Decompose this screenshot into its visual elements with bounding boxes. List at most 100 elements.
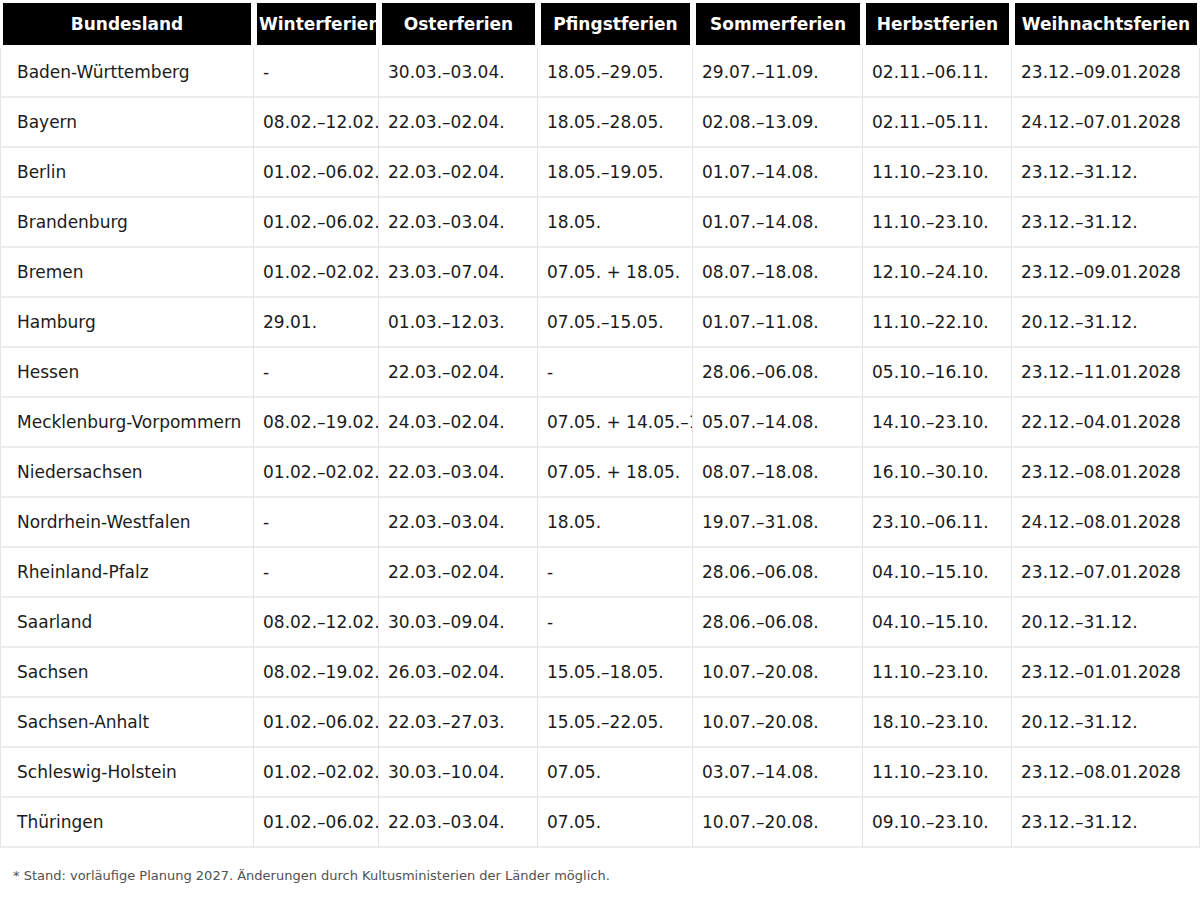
cell-weihnachtsferien: 23.12.–31.12.	[1012, 148, 1200, 198]
table-row: Sachsen-Anhalt 01.02.–06.02. 22.03.–27.0…	[0, 698, 1200, 748]
cell-bundesland: Hessen	[0, 348, 254, 398]
cell-winterferien: -	[254, 548, 379, 598]
cell-bundesland: Hamburg	[0, 298, 254, 348]
table-row: Hamburg 29.01. 01.03.–12.03. 07.05.–15.0…	[0, 298, 1200, 348]
cell-sommerferien: 03.07.–14.08.	[693, 748, 863, 798]
cell-herbstferien: 02.11.–05.11.	[863, 98, 1012, 148]
table-row: Baden-Württemberg - 30.03.–03.04. 18.05.…	[0, 48, 1200, 98]
cell-pfingstferien: 18.05.	[538, 498, 693, 548]
cell-osterferien: 22.03.–02.04.	[379, 148, 538, 198]
cell-weihnachtsferien: 23.12.–08.01.2028	[1012, 448, 1200, 498]
table-row: Thüringen 01.02.–06.02. 22.03.–03.04. 07…	[0, 798, 1200, 848]
cell-sommerferien: 08.07.–18.08.	[693, 248, 863, 298]
cell-sommerferien: 29.07.–11.09.	[693, 48, 863, 98]
cell-winterferien: 29.01.	[254, 298, 379, 348]
cell-winterferien: 01.02.–02.02.	[254, 248, 379, 298]
cell-sommerferien: 01.07.–11.08.	[693, 298, 863, 348]
cell-herbstferien: 11.10.–22.10.	[863, 298, 1012, 348]
cell-bundesland: Sachsen	[0, 648, 254, 698]
cell-bundesland: Sachsen-Anhalt	[0, 698, 254, 748]
cell-winterferien: 08.02.–19.02.	[254, 648, 379, 698]
cell-osterferien: 24.03.–02.04.	[379, 398, 538, 448]
cell-pfingstferien: 15.05.–22.05.	[538, 698, 693, 748]
table-row: Nordrhein-Westfalen - 22.03.–03.04. 18.0…	[0, 498, 1200, 548]
cell-bundesland: Saarland	[0, 598, 254, 648]
table-row: Sachsen 08.02.–19.02. 26.03.–02.04. 15.0…	[0, 648, 1200, 698]
cell-bundesland: Bayern	[0, 98, 254, 148]
cell-winterferien: -	[254, 498, 379, 548]
cell-winterferien: 01.02.–06.02.	[254, 698, 379, 748]
cell-sommerferien: 10.07.–20.08.	[693, 648, 863, 698]
cell-herbstferien: 02.11.–06.11.	[863, 48, 1012, 98]
cell-herbstferien: 12.10.–24.10.	[863, 248, 1012, 298]
table-row: Hessen - 22.03.–02.04. - 28.06.–06.08. 0…	[0, 348, 1200, 398]
cell-weihnachtsferien: 20.12.–31.12.	[1012, 298, 1200, 348]
cell-winterferien: 01.02.–06.02.	[254, 148, 379, 198]
table-row: Niedersachsen 01.02.–02.02. 22.03.–03.04…	[0, 448, 1200, 498]
cell-bundesland: Bremen	[0, 248, 254, 298]
col-header-osterferien: Osterferien	[379, 0, 538, 48]
footnote: * Stand: vorläufige Planung 2027. Änderu…	[13, 868, 1200, 883]
cell-herbstferien: 04.10.–15.10.	[863, 598, 1012, 648]
cell-pfingstferien: 07.05.	[538, 798, 693, 848]
cell-herbstferien: 11.10.–23.10.	[863, 748, 1012, 798]
cell-osterferien: 30.03.–10.04.	[379, 748, 538, 798]
cell-sommerferien: 28.06.–06.08.	[693, 598, 863, 648]
cell-pfingstferien: 18.05.–19.05.	[538, 148, 693, 198]
cell-bundesland: Thüringen	[0, 798, 254, 848]
table-row: Berlin 01.02.–06.02. 22.03.–02.04. 18.05…	[0, 148, 1200, 198]
cell-herbstferien: 09.10.–23.10.	[863, 798, 1012, 848]
col-header-herbstferien: Herbstferien	[863, 0, 1012, 48]
cell-weihnachtsferien: 23.12.–11.01.2028	[1012, 348, 1200, 398]
cell-weihnachtsferien: 23.12.–08.01.2028	[1012, 748, 1200, 798]
cell-weihnachtsferien: 23.12.–07.01.2028	[1012, 548, 1200, 598]
cell-osterferien: 23.03.–07.04.	[379, 248, 538, 298]
cell-osterferien: 22.03.–03.04.	[379, 198, 538, 248]
cell-weihnachtsferien: 22.12.–04.01.2028	[1012, 398, 1200, 448]
cell-weihnachtsferien: 20.12.–31.12.	[1012, 598, 1200, 648]
cell-winterferien: 01.02.–06.02.	[254, 198, 379, 248]
cell-bundesland: Berlin	[0, 148, 254, 198]
col-header-winterferien: Winterferien	[254, 0, 379, 48]
cell-osterferien: 22.03.–03.04.	[379, 448, 538, 498]
cell-weihnachtsferien: 24.12.–08.01.2028	[1012, 498, 1200, 548]
cell-winterferien: 01.02.–02.02.	[254, 448, 379, 498]
cell-winterferien: 08.02.–12.02.	[254, 598, 379, 648]
cell-osterferien: 22.03.–02.04.	[379, 348, 538, 398]
cell-sommerferien: 19.07.–31.08.	[693, 498, 863, 548]
cell-sommerferien: 28.06.–06.08.	[693, 548, 863, 598]
cell-herbstferien: 11.10.–23.10.	[863, 648, 1012, 698]
cell-pfingstferien: 18.05.–28.05.	[538, 98, 693, 148]
cell-winterferien: -	[254, 48, 379, 98]
table-row: Bayern 08.02.–12.02. 22.03.–02.04. 18.05…	[0, 98, 1200, 148]
cell-osterferien: 30.03.–03.04.	[379, 48, 538, 98]
table-row: Brandenburg 01.02.–06.02. 22.03.–03.04. …	[0, 198, 1200, 248]
cell-weihnachtsferien: 23.12.–09.01.2028	[1012, 248, 1200, 298]
cell-pfingstferien: 07.05. + 14.05.–1	[538, 398, 693, 448]
cell-bundesland: Baden-Württemberg	[0, 48, 254, 98]
cell-pfingstferien: 07.05. + 18.05.	[538, 448, 693, 498]
cell-winterferien: 08.02.–19.02.	[254, 398, 379, 448]
cell-herbstferien: 14.10.–23.10.	[863, 398, 1012, 448]
cell-osterferien: 22.03.–03.04.	[379, 498, 538, 548]
table-row: Bremen 01.02.–02.02. 23.03.–07.04. 07.05…	[0, 248, 1200, 298]
cell-winterferien: -	[254, 348, 379, 398]
cell-pfingstferien: -	[538, 598, 693, 648]
cell-weihnachtsferien: 23.12.–01.01.2028	[1012, 648, 1200, 698]
cell-pfingstferien: 07.05. + 18.05.	[538, 248, 693, 298]
cell-bundesland: Mecklenburg-Vorpommern	[0, 398, 254, 448]
cell-weihnachtsferien: 20.12.–31.12.	[1012, 698, 1200, 748]
cell-herbstferien: 18.10.–23.10.	[863, 698, 1012, 748]
cell-sommerferien: 28.06.–06.08.	[693, 348, 863, 398]
cell-pfingstferien: 18.05.	[538, 198, 693, 248]
cell-pfingstferien: 18.05.–29.05.	[538, 48, 693, 98]
table-row: Saarland 08.02.–12.02. 30.03.–09.04. - 2…	[0, 598, 1200, 648]
cell-winterferien: 08.02.–12.02.	[254, 98, 379, 148]
school-holidays-page: Bundesland Winterferien Osterferien Pfin…	[0, 0, 1200, 900]
cell-sommerferien: 10.07.–20.08.	[693, 798, 863, 848]
col-header-bundesland: Bundesland	[0, 0, 254, 48]
cell-pfingstferien: 07.05.–15.05.	[538, 298, 693, 348]
cell-weihnachtsferien: 23.12.–31.12.	[1012, 198, 1200, 248]
cell-osterferien: 22.03.–02.04.	[379, 548, 538, 598]
cell-osterferien: 22.03.–27.03.	[379, 698, 538, 748]
